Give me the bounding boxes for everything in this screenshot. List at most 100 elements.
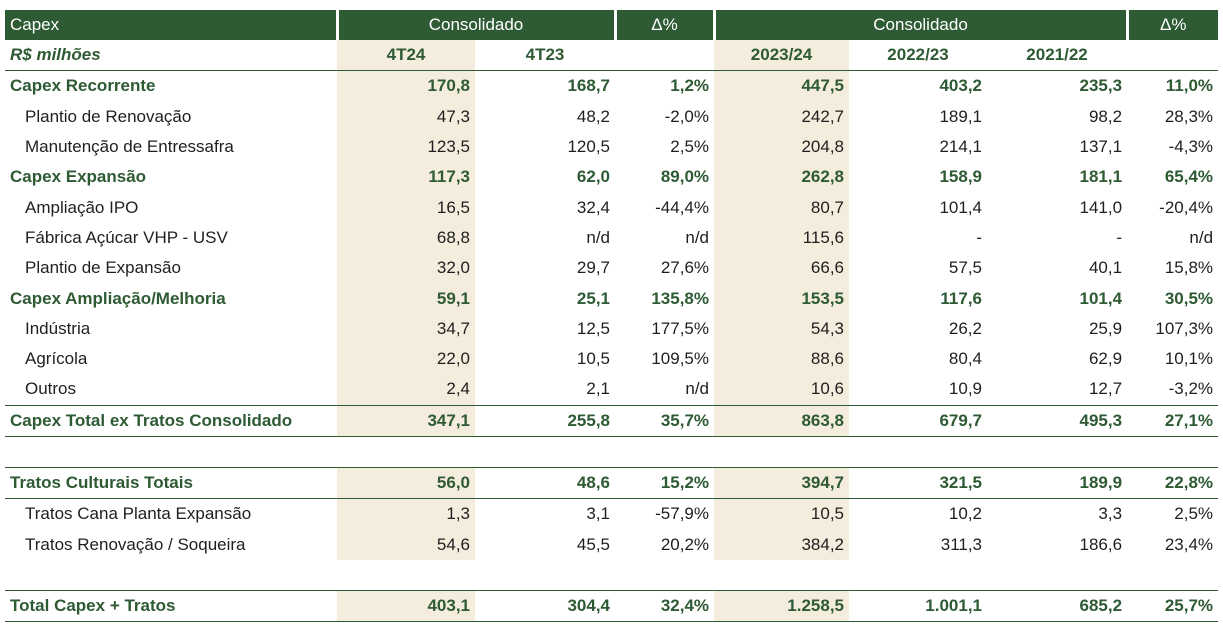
value-cell: 3,1	[586, 504, 611, 524]
value-cell: 347,1	[337, 404, 475, 437]
table-row: Agrícola 22,0 10,5 109,5% 88,6 80,4 62,9 10,1%	[5, 343, 1218, 375]
value-cell: 115,6	[714, 222, 850, 254]
row-label: Plantio de Expansão	[25, 258, 181, 278]
value-cell: -	[1116, 227, 1123, 247]
value-cell: 158,9	[939, 167, 983, 187]
spacer-cell	[615, 560, 714, 591]
value-cell: -44,4%	[655, 197, 710, 217]
value-cell: 56,0	[337, 466, 475, 500]
value-cell: 80,4	[948, 349, 983, 369]
row-label: Tratos Cana Planta Expansão	[25, 504, 252, 524]
value-cell: 204,8	[714, 131, 850, 163]
value-cell: 27,6%	[660, 258, 710, 278]
row-label: Indústria	[25, 318, 91, 338]
value-cell: 177,5%	[651, 318, 710, 338]
value-cell: 68,8	[337, 222, 475, 254]
value-cell: 25,1	[576, 288, 611, 308]
table-row: Ampliação IPO 16,5 32,4 -44,4% 80,7 101,4 141,…	[5, 192, 1218, 223]
value-cell: 59,1	[337, 283, 475, 314]
subheader-row: R$ milhões 4T24 4T23 2023/24 2022/23 202…	[5, 40, 1219, 72]
value-cell: 181,1	[1079, 167, 1123, 187]
value-cell: 65,4%	[1164, 167, 1214, 187]
table-row: Plantio de Renovação 47,3 48,2 -2,0% 242,7 18…	[5, 101, 1218, 132]
spacer-cell	[475, 560, 615, 591]
spacer-cell	[714, 560, 849, 591]
value-cell: 189,1	[939, 106, 983, 126]
value-cell: 11,0%	[1165, 76, 1214, 96]
value-cell: 57,5	[948, 258, 983, 278]
row-label: Outros	[25, 379, 77, 399]
row-label: Ampliação IPO	[25, 197, 139, 217]
value-cell: 47,3	[337, 101, 475, 132]
value-cell: 10,5	[576, 349, 611, 369]
spacer-cell	[714, 436, 849, 467]
group-header-annual: Consolidado	[714, 10, 1129, 40]
spacer-cell	[987, 436, 1127, 467]
value-cell: 311,3	[940, 534, 983, 554]
value-cell: 117,6	[940, 288, 983, 308]
value-cell: 10,2	[948, 504, 983, 524]
total-row: Tratos Culturais Totais 56,0 48,6 15,2% 394,…	[5, 466, 1219, 500]
value-cell: 15,2%	[615, 466, 715, 500]
value-cell: 109,5%	[651, 349, 710, 369]
value-cell: -	[976, 227, 983, 247]
value-cell: 2,1	[586, 379, 611, 399]
value-cell: 168,7	[567, 76, 611, 96]
table-row: Fábrica Açúcar VHP - USV 68,8 n/d n/d 115,6-…	[5, 222, 1218, 254]
value-cell: 403,2	[939, 76, 983, 96]
spacer-cell	[475, 436, 615, 467]
value-cell: 48,2	[576, 106, 611, 126]
value-cell: 170,8	[337, 70, 475, 102]
value-cell: 10,9	[948, 379, 983, 399]
value-cell: 101,4	[939, 197, 983, 217]
section-spacer	[5, 436, 1218, 467]
value-cell: 107,3%	[1155, 318, 1214, 338]
value-cell: 117,3	[337, 162, 475, 193]
value-cell: n/d	[1189, 227, 1214, 247]
value-cell: 25,7%	[1127, 589, 1219, 623]
group-header-quarterly: Consolidado	[337, 10, 617, 40]
value-cell: 2,4	[337, 374, 475, 406]
value-cell: -20,4%	[1159, 197, 1214, 217]
value-cell: 394,7	[714, 466, 850, 500]
value-cell: n/d	[685, 227, 710, 247]
value-cell: 242,7	[714, 101, 850, 132]
value-cell: 25,9	[1088, 318, 1123, 338]
spacer-cell	[5, 560, 337, 591]
header-row: Capex Consolidado Δ% Consolidado Δ%	[5, 10, 1219, 40]
value-cell: n/d	[685, 379, 710, 399]
value-cell: 12,7	[1088, 379, 1123, 399]
col-header-2023-24: 2023/24	[714, 40, 850, 72]
value-cell: 35,7%	[615, 404, 715, 437]
section-spacer	[5, 560, 1218, 591]
value-cell: 48,6	[475, 466, 616, 500]
spacer-cell	[849, 560, 987, 591]
value-cell: 40,1	[1088, 258, 1123, 278]
row-label: Plantio de Renovação	[25, 106, 192, 126]
value-cell: 26,2	[948, 318, 983, 338]
value-cell: 137,1	[1079, 137, 1123, 157]
value-cell: 10,1%	[1164, 349, 1214, 369]
category-row: Capex Recorrente 170,8 168,7 1,2% 447,5 403,2…	[5, 70, 1218, 102]
value-cell: 32,4	[576, 197, 611, 217]
row-label: Tratos Culturais Totais	[5, 466, 337, 500]
capex-table-container: Capex Consolidado Δ% Consolidado Δ% R$ m…	[0, 10, 1223, 626]
value-cell: 62,9	[1088, 349, 1123, 369]
value-cell: 45,5	[576, 534, 611, 554]
row-label: Agrícola	[25, 349, 88, 369]
value-cell: 15,8%	[1164, 258, 1214, 278]
value-cell: 321,5	[849, 466, 988, 500]
row-label: Total Capex + Tratos	[5, 589, 337, 623]
col-header-4t23: 4T23	[475, 40, 616, 72]
value-cell: 495,3	[987, 404, 1128, 437]
spacer-cell	[1127, 560, 1218, 591]
category-row: Capex Ampliação/Melhoria 59,1 25,1 135,8% 15…	[5, 283, 1218, 314]
value-cell: 101,4	[1079, 288, 1123, 308]
value-cell: 186,6	[1079, 534, 1123, 554]
capex-table: Capex Consolidado Δ% Consolidado Δ% R$ m…	[5, 10, 1219, 623]
spacer-cell	[849, 436, 987, 467]
value-cell: 235,3	[1079, 76, 1123, 96]
value-cell: 16,5	[337, 192, 475, 223]
value-cell: 685,2	[987, 589, 1128, 623]
value-cell: 20,2%	[660, 534, 710, 554]
